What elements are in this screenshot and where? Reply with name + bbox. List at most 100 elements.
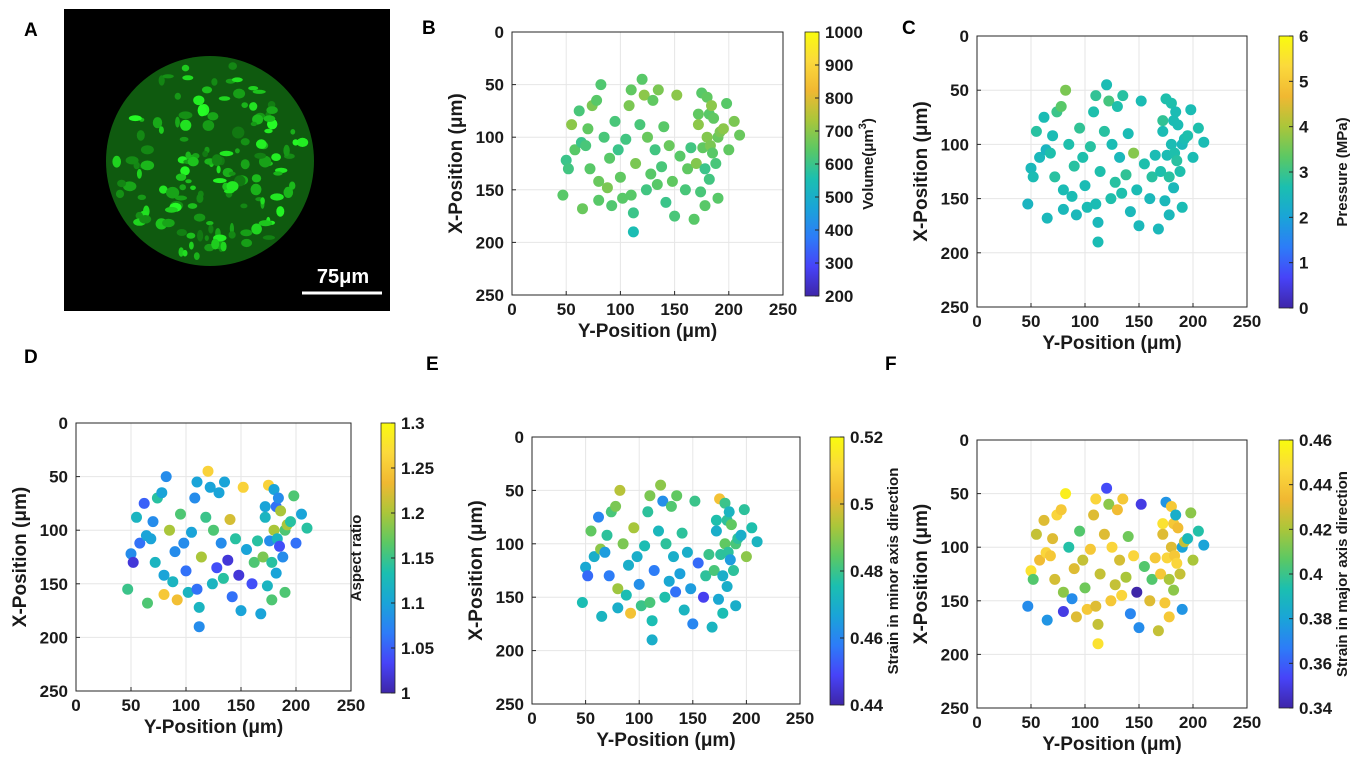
- data-point: [213, 487, 225, 499]
- x-axis-label: Y-Position (μm): [1042, 734, 1181, 755]
- y-axis-label: X-Position (μm): [911, 101, 932, 241]
- x-tick-label: 150: [679, 709, 707, 728]
- data-point: [717, 607, 729, 619]
- data-point: [707, 147, 718, 159]
- data-point: [692, 557, 704, 569]
- axes-frame: [976, 35, 1248, 308]
- spheroid-cell: [211, 78, 218, 86]
- data-point: [160, 471, 172, 483]
- data-point: [603, 570, 615, 582]
- spheroid-cell: [266, 106, 278, 114]
- data-point: [226, 591, 238, 603]
- data-point: [186, 526, 197, 538]
- data-point: [1165, 138, 1177, 150]
- data-point: [1149, 552, 1161, 564]
- spheroid-cell: [211, 238, 220, 250]
- data-point: [1116, 187, 1128, 199]
- data-point: [1182, 533, 1194, 545]
- data-point: [1174, 568, 1186, 580]
- data-point: [644, 490, 656, 502]
- x-tick-label: 0: [507, 300, 516, 319]
- data-point: [566, 119, 578, 131]
- spheroid-cell: [175, 173, 187, 181]
- colorbar-tick-label: 500: [825, 188, 853, 207]
- data-point: [125, 548, 137, 560]
- x-tick-label: 50: [576, 709, 595, 728]
- spheroid-cell: [232, 126, 245, 139]
- data-point: [1079, 582, 1091, 594]
- colorbar-tick-label: 600: [825, 155, 853, 174]
- axes-frame: [976, 439, 1248, 709]
- x-tick-label: 200: [1179, 713, 1207, 732]
- data-point: [557, 189, 569, 201]
- spheroid-cell: [250, 183, 262, 196]
- scatter-panel-d: 0 50 100 150 200 250050100150200250Y-Position…: [10, 414, 434, 738]
- data-point: [593, 511, 604, 523]
- panel-label-b: B: [422, 18, 436, 39]
- data-point: [713, 593, 724, 605]
- data-point: [666, 175, 678, 187]
- data-point: [237, 481, 249, 493]
- data-point: [1060, 84, 1072, 96]
- spheroid-cell: [228, 171, 236, 176]
- data-point: [627, 207, 639, 219]
- data-point: [1063, 138, 1075, 150]
- data-point: [642, 131, 653, 143]
- data-point: [701, 91, 713, 103]
- spheroid-cell: [292, 139, 299, 146]
- data-point: [580, 140, 592, 152]
- colorbar-tick-label: 1: [1299, 254, 1308, 273]
- data-point: [719, 538, 731, 550]
- data-point: [1159, 195, 1171, 207]
- data-point: [1163, 209, 1175, 221]
- data-point: [1144, 595, 1156, 607]
- y-tick-label: 0: [515, 428, 524, 447]
- data-point: [1168, 584, 1180, 596]
- x-tick-label: 0: [972, 312, 981, 331]
- data-point: [1168, 182, 1180, 194]
- spheroid-cell: [159, 185, 168, 194]
- data-point: [728, 115, 740, 127]
- colorbar-tick-label: 0: [1299, 299, 1308, 318]
- data-point: [703, 549, 715, 560]
- data-point: [1081, 603, 1093, 615]
- data-point: [674, 568, 686, 580]
- data-point: [708, 112, 720, 124]
- data-point: [208, 524, 219, 536]
- data-point: [1157, 528, 1169, 540]
- data-point: [1174, 166, 1186, 177]
- panel-label-f: F: [885, 354, 897, 375]
- spheroid-cell: [185, 179, 192, 184]
- data-point: [1044, 147, 1056, 159]
- data-point: [296, 508, 307, 520]
- data-point: [678, 604, 690, 616]
- data-point: [211, 562, 223, 574]
- data-point: [660, 538, 672, 550]
- data-point: [636, 73, 648, 85]
- data-point: [241, 544, 252, 555]
- data-point: [1135, 498, 1147, 510]
- data-point: [646, 634, 658, 646]
- data-point: [738, 504, 750, 516]
- data-point: [1068, 563, 1080, 575]
- data-point: [668, 551, 679, 563]
- data-point: [576, 597, 588, 608]
- y-axis-label: X-Position (μm): [446, 93, 467, 233]
- data-point: [1144, 193, 1156, 205]
- x-tick-label: 150: [227, 696, 255, 715]
- data-point: [1070, 611, 1082, 623]
- data-point: [268, 524, 280, 536]
- data-point: [1030, 528, 1042, 540]
- data-point: [1057, 203, 1069, 215]
- colorbar-tick-label: 0.5: [850, 495, 874, 514]
- spheroid-cell: [179, 184, 186, 191]
- data-point: [703, 173, 715, 185]
- data-point: [1060, 488, 1072, 500]
- data-point: [1152, 223, 1164, 235]
- data-point: [628, 522, 640, 534]
- colorbar-tick-label: 2: [1299, 208, 1308, 227]
- data-point: [224, 514, 236, 525]
- data-point: [1090, 493, 1102, 505]
- axes-frame: [531, 436, 801, 705]
- data-point: [164, 524, 175, 536]
